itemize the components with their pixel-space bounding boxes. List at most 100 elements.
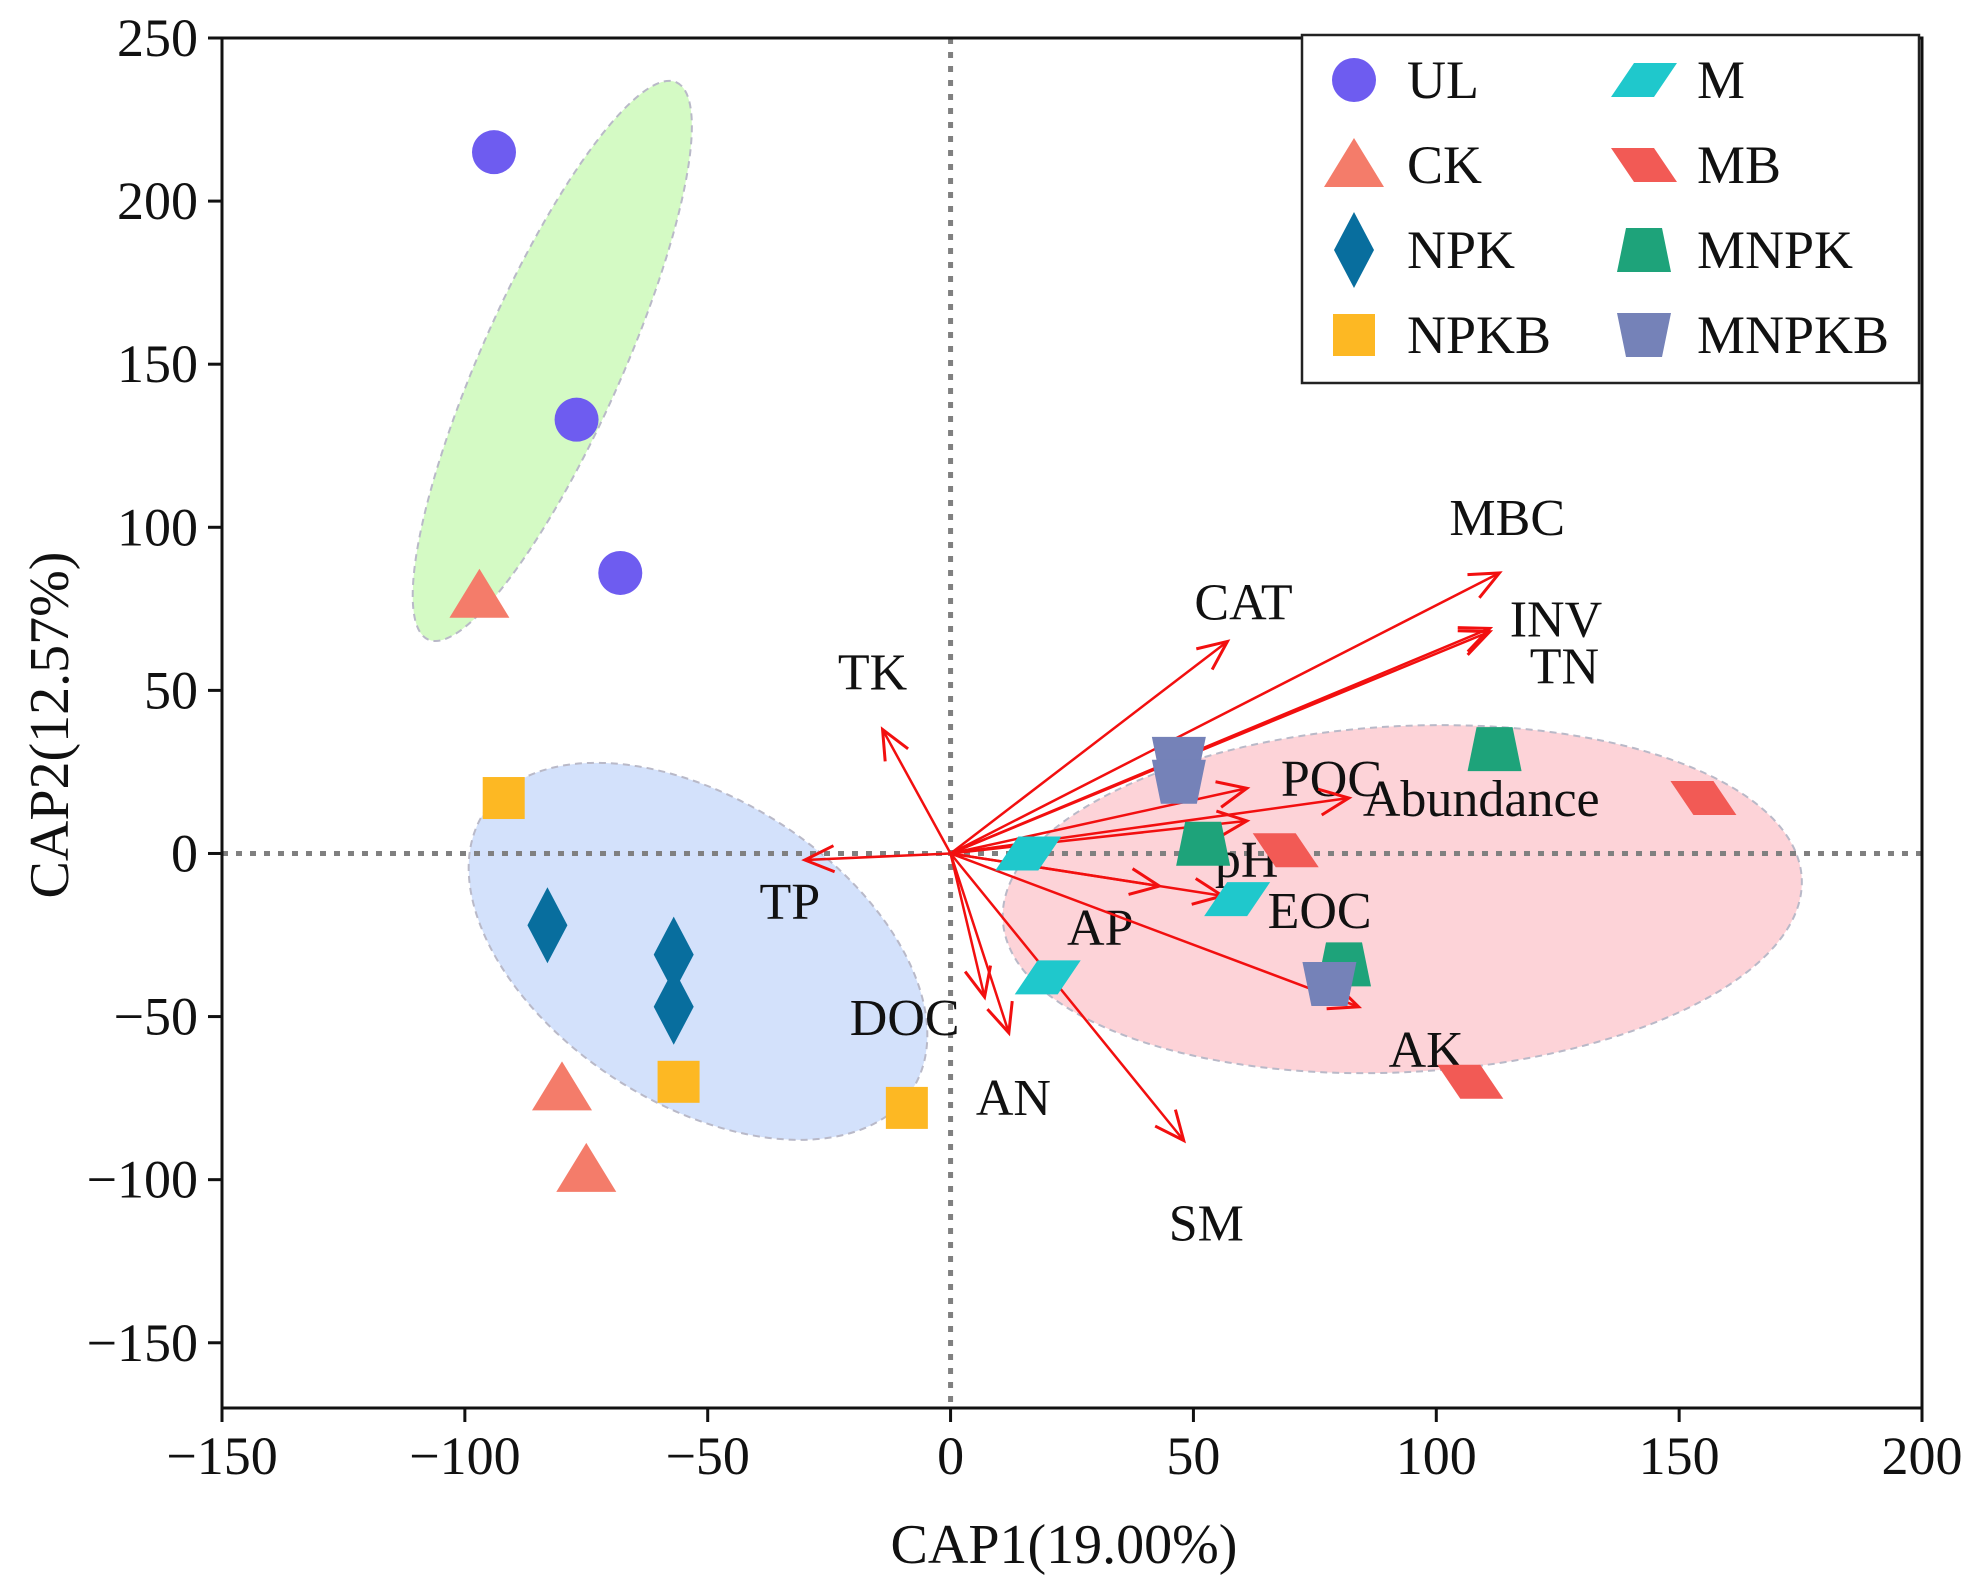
series-ul <box>472 130 643 595</box>
y-tick-label-9: 250 <box>117 8 198 68</box>
vector-line-an <box>949 853 1011 1034</box>
legend-marker-ul <box>1332 58 1376 102</box>
legend-marker-mnpkb <box>1617 313 1671 357</box>
vector-label-eoc: EOC <box>1268 883 1372 940</box>
series-m <box>995 836 1271 995</box>
vector-line-tk <box>881 728 952 855</box>
vector-line-mbc <box>950 571 1500 855</box>
vector-an: AN <box>949 853 1051 1127</box>
vector-label-doc: DOC <box>850 990 960 1047</box>
vector-tk: TK <box>838 645 952 855</box>
y-axis-title: CAP2(12.57%) <box>19 552 81 899</box>
vector-label-poc: POC <box>1281 751 1382 808</box>
point-ul-1 <box>472 130 516 175</box>
point-npk-1 <box>527 887 568 964</box>
vector-line-tn <box>950 630 1491 855</box>
legend-label-mnpkb: MNPKB <box>1697 305 1889 365</box>
vector-arrowhead-ph <box>1215 809 1251 839</box>
point-npkb-3 <box>885 1086 928 1129</box>
vector-label-inv: INV <box>1510 591 1602 648</box>
series-npkb <box>482 777 928 1129</box>
point-ck-3 <box>556 1142 617 1192</box>
series-mnpkb <box>1151 736 1357 1006</box>
x-tick-label-5: 50 <box>1166 1426 1220 1486</box>
y-tick-label-1: −150 <box>87 1313 198 1373</box>
point-mnpk-2 <box>1176 821 1231 866</box>
plot-frame <box>220 36 1924 1410</box>
vector-arrowhead-sm <box>1154 1109 1187 1144</box>
legend-label-mb: MB <box>1697 135 1781 195</box>
vector-arrowhead-mbc <box>1467 571 1503 599</box>
vector-tn: TN <box>950 629 1599 855</box>
vector-cat: CAT <box>949 574 1293 855</box>
point-npk-2 <box>653 916 694 993</box>
vector-arrowhead-tk <box>880 726 909 762</box>
legend-box <box>1300 33 1921 385</box>
legend-label-m: M <box>1697 50 1745 110</box>
y-tick-label-2: −100 <box>87 1150 198 1210</box>
point-ck-1 <box>449 568 510 618</box>
legend-marker-m <box>1611 63 1677 97</box>
vector-arrowhead-doc <box>963 965 993 1001</box>
vector-label-tp: TP <box>760 874 821 931</box>
point-m-1 <box>995 836 1062 871</box>
series-mb <box>1252 781 1737 1099</box>
x-tick-label-8: 200 <box>1882 1426 1963 1486</box>
x-tick-label-6: 100 <box>1396 1426 1477 1486</box>
vector-doc: DOC <box>850 853 993 1047</box>
x-tick-label-4: 0 <box>937 1426 964 1486</box>
point-ul-2 <box>554 397 599 442</box>
vector-arrowhead-tp <box>801 844 836 874</box>
point-npk-3 <box>653 968 694 1045</box>
y-tick-label-3: −50 <box>114 987 198 1047</box>
legend: UL CK NPK NPKB M MB MNPK MNPKB <box>1300 33 1921 385</box>
legend-marker-mnpk <box>1617 228 1671 272</box>
x-axis-title: CAP1(19.00%) <box>891 1514 1238 1576</box>
y-tick-label-7: 150 <box>117 334 198 394</box>
vector-label-cat: CAT <box>1194 574 1292 631</box>
y-tick-label-4: 0 <box>171 823 198 883</box>
point-mnpk-1 <box>1467 727 1522 772</box>
vector-ap: AP <box>950 852 1164 957</box>
vector-line-ap <box>950 852 1160 888</box>
vector-abundance: Abundance <box>950 771 1600 855</box>
vector-arrowhead-tn <box>1457 629 1494 656</box>
legend-marker-mb <box>1611 148 1677 182</box>
vector-label-tn: TN <box>1530 639 1599 696</box>
sample-points <box>449 130 1737 1192</box>
series-ck <box>449 568 617 1192</box>
legend-label-ul: UL <box>1407 50 1479 110</box>
vector-label-abundance: Abundance <box>1363 771 1600 828</box>
vector-arrowhead-cat <box>1195 639 1231 671</box>
point-ck-2 <box>532 1061 592 1111</box>
vector-line-ak <box>950 852 1360 1008</box>
vector-label-sm: SM <box>1169 1196 1244 1253</box>
vector-line-cat <box>949 640 1229 855</box>
point-m-2 <box>1204 882 1271 917</box>
point-mb-3 <box>1252 833 1319 868</box>
ellipse-ul <box>411 79 693 643</box>
vector-tp: TP <box>760 844 951 931</box>
point-npkb-2 <box>657 1060 700 1103</box>
series-npk <box>527 887 694 1045</box>
vector-arrowhead-abundance <box>1317 787 1353 817</box>
vector-arrowhead-poc <box>1215 780 1251 809</box>
vector-arrowhead-ap <box>1128 867 1164 896</box>
y-tick-label-8: 200 <box>117 171 198 231</box>
legend-label-npk: NPK <box>1407 220 1515 280</box>
x-tick-label-3: −50 <box>665 1426 749 1486</box>
legend-marker-npk <box>1334 212 1374 288</box>
vector-line-sm <box>949 852 1185 1142</box>
vector-arrowhead-an <box>986 1000 1014 1037</box>
point-mnpkb-2 <box>1151 759 1206 804</box>
point-mnpkb-3 <box>1302 961 1357 1006</box>
legend-label-npkb: NPKB <box>1407 305 1551 365</box>
vector-mbc: MBC <box>950 490 1565 855</box>
y-tick-label-5: 50 <box>144 660 198 720</box>
x-tick-label-7: 150 <box>1639 1426 1720 1486</box>
vector-label-mbc: MBC <box>1449 490 1565 547</box>
reference-lines <box>222 38 1922 1408</box>
vector-label-an: AN <box>976 1070 1051 1127</box>
vector-poc: POC <box>950 751 1382 855</box>
